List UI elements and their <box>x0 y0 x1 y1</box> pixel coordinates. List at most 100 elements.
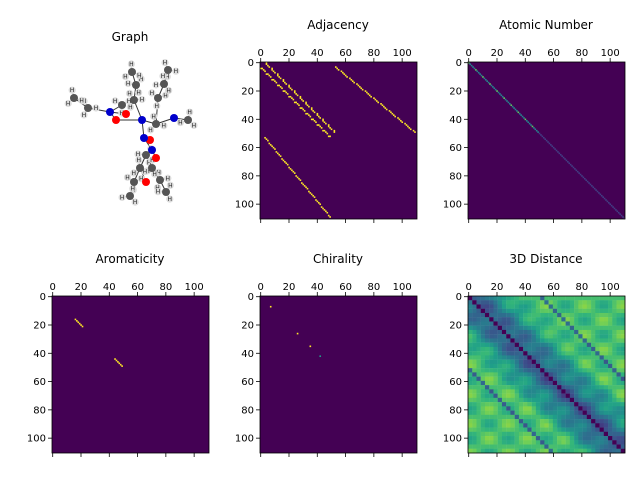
heatmap-cell <box>548 414 554 420</box>
heatmap-cell <box>552 346 558 352</box>
heatmap-cell <box>548 410 554 416</box>
heatmap-cell <box>574 338 579 343</box>
heatmap-cell <box>574 380 579 386</box>
heatmap-cell <box>484 444 490 449</box>
heatmap-cell <box>484 436 490 441</box>
heatmap-cell <box>540 393 545 399</box>
heatmap-cell <box>606 200 609 203</box>
heatmap-cell <box>552 389 558 394</box>
y-tick-label: 0 <box>456 58 462 69</box>
heatmap-cell <box>472 393 477 399</box>
heatmap-cell <box>535 397 541 403</box>
heatmap-cell <box>506 321 511 326</box>
heatmap-cell <box>484 312 490 318</box>
heatmap-cell <box>591 397 596 403</box>
heatmap-cell <box>472 351 477 356</box>
heatmap-cell <box>368 94 371 97</box>
heatmap-cell <box>603 444 609 449</box>
heatmap-cell <box>497 321 503 326</box>
heatmap-cell <box>540 436 545 441</box>
y-tick-label: 40 <box>33 349 46 360</box>
heatmap-cell <box>374 98 377 101</box>
heatmap-cell <box>574 385 579 390</box>
heatmap-cell <box>514 342 520 348</box>
heatmap-cell <box>501 402 507 407</box>
x-tick-label: 80 <box>575 48 588 59</box>
heatmap-cell <box>608 321 613 326</box>
heatmap-cell <box>527 368 532 373</box>
heatmap-cell <box>405 124 408 126</box>
heatmap-cell <box>514 312 520 318</box>
heatmap-cell <box>586 334 592 339</box>
heatmap-cell <box>578 372 583 377</box>
heatmap-cell <box>565 355 571 360</box>
heatmap-cell <box>501 406 507 411</box>
heatmap-cell <box>548 312 554 318</box>
heatmap-cell <box>80 324 82 326</box>
heatmap-cell <box>544 440 549 445</box>
heatmap-cell <box>472 368 477 373</box>
heatmap-cell <box>472 355 477 360</box>
heatmap-cell <box>557 346 562 352</box>
heatmap-cell <box>337 69 340 71</box>
heatmap-cell <box>484 419 490 424</box>
heatmap-cell <box>552 304 558 309</box>
heatmap-cell <box>548 380 554 386</box>
heatmap-cell <box>574 448 579 454</box>
heatmap-cell <box>264 136 266 139</box>
heatmap-cell <box>565 342 571 348</box>
heatmap-cell <box>578 351 583 356</box>
heatmap-cell <box>472 419 477 424</box>
heatmap-cell <box>591 185 593 187</box>
nitrogen-atom <box>170 114 178 122</box>
heatmap-cell <box>591 380 596 386</box>
heatmap-cell <box>384 107 387 109</box>
heatmap-cell <box>574 321 579 326</box>
heatmap-cell <box>269 76 272 78</box>
heatmap-cell <box>583 177 586 180</box>
heatmap-cell <box>612 431 617 437</box>
heatmap-cell <box>569 436 575 441</box>
hydrogen-atom-label: H <box>167 196 172 203</box>
heatmap-cell <box>582 436 588 441</box>
heatmap-cell <box>497 300 503 305</box>
heatmap-cell <box>599 329 604 335</box>
heatmap-cell <box>523 419 528 424</box>
heatmap-cell <box>497 334 503 339</box>
heatmap-cell <box>599 380 604 386</box>
heatmap-cell <box>289 87 292 90</box>
heatmap-cell <box>599 440 604 445</box>
heatmap-cell <box>409 128 412 131</box>
heatmap-cell <box>476 363 481 369</box>
heatmap-cell <box>493 414 498 420</box>
heatmap-cell <box>557 312 562 318</box>
heatmap-cell <box>535 402 541 407</box>
heatmap-cell <box>310 107 313 109</box>
heatmap-cell <box>353 81 355 84</box>
carbon-atom <box>84 104 92 112</box>
heatmap-cell <box>523 317 528 322</box>
heatmap-cell <box>552 351 558 356</box>
heatmap-cell <box>576 170 579 173</box>
heatmap-cell <box>599 363 604 369</box>
heatmap-cell <box>497 397 503 403</box>
heatmap-cell <box>497 342 503 348</box>
heatmap-cell <box>616 346 621 352</box>
heatmap-cell <box>535 448 541 454</box>
heatmap-cell <box>608 440 613 445</box>
heatmap-cell <box>569 431 575 437</box>
heatmap-cell <box>569 423 575 428</box>
heatmap-cell <box>514 334 520 339</box>
heatmap-cell <box>591 308 596 314</box>
heatmap-cell <box>574 308 579 314</box>
heatmap-cell <box>586 380 592 386</box>
heatmap-cell <box>480 410 486 416</box>
x-tick-label: 40 <box>103 282 116 293</box>
heatmap-cell <box>620 346 626 352</box>
heatmap-cell <box>599 317 604 322</box>
heatmap-cell <box>591 342 596 348</box>
heatmap-cell <box>302 108 305 111</box>
heatmap-cell <box>472 300 477 305</box>
heatmap-cell <box>617 211 620 214</box>
heatmap-cell <box>545 139 548 142</box>
